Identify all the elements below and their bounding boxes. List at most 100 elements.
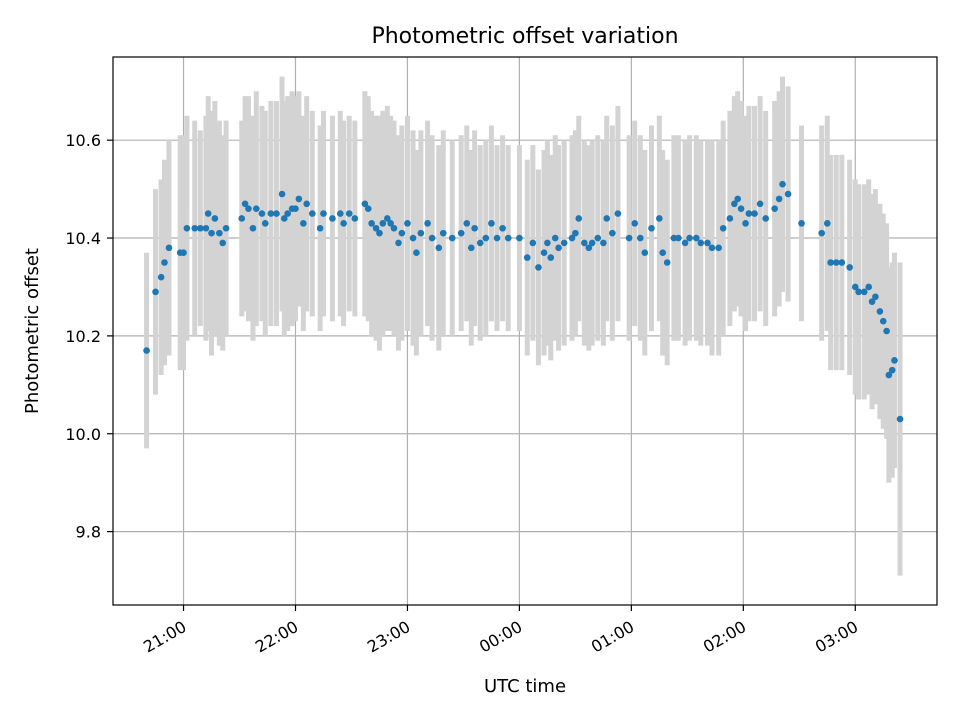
data-point — [238, 215, 246, 222]
data-point — [504, 234, 512, 242]
data-point — [663, 259, 671, 266]
data-point — [600, 239, 607, 247]
data-point — [368, 220, 375, 227]
data-point — [868, 298, 876, 305]
data-point — [379, 220, 387, 227]
y-tick-label: 10.6 — [65, 131, 101, 150]
data-point — [523, 254, 531, 261]
data-point — [656, 215, 663, 222]
data-point — [300, 220, 307, 227]
data-point — [183, 224, 191, 232]
data-point — [779, 180, 786, 188]
data-point — [751, 210, 758, 217]
data-point — [818, 229, 825, 237]
data-point — [851, 283, 859, 291]
data-point — [303, 200, 310, 208]
data-point — [364, 205, 372, 212]
data-point — [161, 259, 168, 266]
data-point — [575, 215, 583, 222]
data-point — [278, 190, 286, 198]
data-point — [860, 288, 868, 296]
data-point — [258, 210, 266, 217]
data-point — [896, 415, 904, 423]
y-tick-label: 10.2 — [65, 327, 101, 346]
data-point — [157, 273, 165, 281]
data-point — [771, 205, 778, 212]
data-point — [872, 293, 879, 301]
data-point — [273, 210, 280, 217]
data-point — [885, 371, 893, 379]
data-point — [603, 215, 611, 222]
data-point — [737, 205, 745, 212]
data-point — [585, 244, 593, 252]
data-point — [540, 249, 548, 257]
data-point — [879, 317, 887, 325]
data-point — [390, 224, 398, 232]
chart-title: Photometric offset variation — [371, 24, 678, 49]
data-point — [387, 220, 394, 227]
data-point — [267, 210, 275, 217]
data-point — [241, 200, 249, 208]
data-point — [675, 234, 682, 242]
data-point — [413, 249, 420, 257]
data-point — [516, 234, 523, 242]
data-point — [308, 210, 316, 217]
data-point — [692, 234, 700, 242]
x-axis-label: UTC time — [484, 676, 566, 697]
data-point — [855, 288, 862, 296]
data-point — [340, 220, 347, 227]
data-point — [529, 239, 537, 247]
data-point — [499, 224, 506, 232]
data-point — [551, 234, 559, 242]
data-point — [245, 205, 252, 212]
data-point — [292, 205, 299, 212]
data-point — [493, 234, 501, 242]
data-point — [594, 234, 602, 242]
data-point — [637, 234, 644, 242]
y-axis-ticks: 9.8 10.0 10.2 10.4 10.6 — [65, 131, 113, 542]
data-point — [846, 264, 853, 271]
y-tick-label: 10.4 — [65, 229, 101, 248]
data-point — [180, 249, 187, 257]
data-point — [726, 215, 734, 222]
data-point — [457, 229, 465, 237]
data-point — [865, 283, 873, 291]
data-point — [253, 205, 260, 212]
data-point — [572, 229, 579, 237]
data-point — [398, 229, 406, 237]
data-point — [372, 224, 380, 232]
data-point — [568, 234, 576, 242]
data-point — [762, 215, 770, 222]
data-point — [784, 190, 792, 198]
data-point — [581, 239, 588, 247]
data-point — [827, 259, 834, 266]
data-point — [261, 220, 269, 227]
data-point — [345, 210, 353, 217]
y-axis-label: Photometric offset — [22, 248, 43, 414]
data-point — [383, 215, 391, 222]
data-point — [876, 308, 884, 315]
data-point — [715, 244, 722, 252]
data-point — [404, 220, 411, 227]
data-point — [249, 224, 257, 232]
data-point — [588, 239, 596, 247]
data-point — [152, 288, 159, 296]
data-point — [435, 244, 443, 252]
data-point — [211, 215, 219, 222]
data-point — [329, 215, 336, 222]
data-point — [222, 224, 230, 232]
data-point — [609, 229, 616, 237]
data-point — [798, 220, 805, 227]
data-point — [208, 229, 215, 237]
data-point — [891, 357, 898, 364]
data-point — [555, 244, 562, 252]
data-point — [336, 210, 344, 217]
data-point — [832, 259, 840, 266]
data-point — [488, 220, 495, 227]
data-point — [417, 229, 425, 237]
data-point — [823, 220, 831, 227]
data-point — [742, 220, 749, 227]
data-point — [544, 239, 551, 247]
data-point — [295, 195, 303, 203]
